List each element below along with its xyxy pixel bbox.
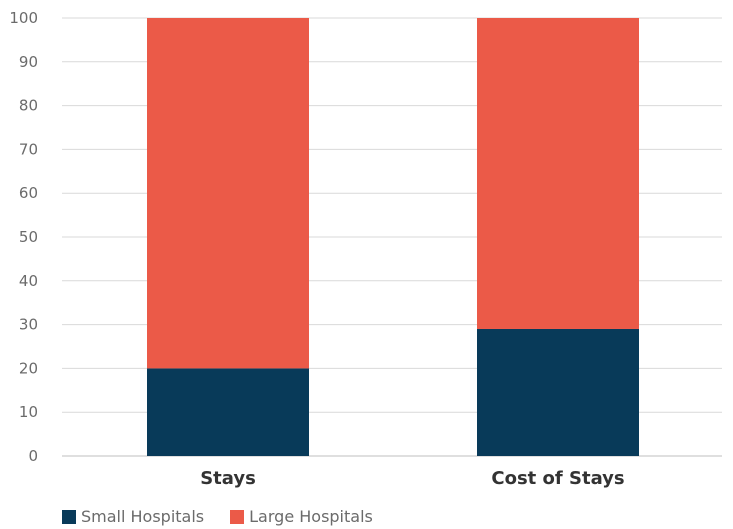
y-tick-label-60: 60 [19, 184, 38, 202]
y-tick-label-40: 40 [19, 272, 38, 290]
legend-label-small-hospitals: Small Hospitals [81, 507, 205, 526]
legend-label-large-hospitals: Large Hospitals [249, 507, 373, 526]
legend-item-small-hospitals: Small Hospitals [62, 509, 204, 525]
y-tick-label-20: 20 [19, 359, 38, 377]
y-tick-label-100: 100 [9, 9, 38, 27]
y-tick-label-70: 70 [19, 140, 38, 158]
bars [147, 18, 639, 456]
bar-cost-of-stays-small-hospitals [477, 328, 639, 456]
y-axis-ticks: 0 10 20 30 40 50 60 70 80 90 100 [9, 9, 38, 465]
y-tick-label-0: 0 [28, 447, 38, 465]
x-tick-label-stays: Stays [200, 468, 256, 489]
bar-cost-of-stays-large-hospitals [477, 18, 639, 329]
legend-item-large-hospitals: Large Hospitals [230, 509, 373, 525]
y-tick-label-90: 90 [19, 53, 38, 71]
legend: Small Hospitals Large Hospitals [62, 509, 373, 525]
y-tick-label-50: 50 [19, 228, 38, 246]
y-tick-label-80: 80 [19, 97, 38, 115]
legend-swatch-large-hospitals [230, 510, 245, 524]
bar-stays-large-hospitals [147, 18, 309, 369]
y-tick-label-10: 10 [19, 403, 38, 421]
x-tick-label-cost-of-stays: Cost of Stays [491, 468, 624, 489]
x-axis-labels: Stays Cost of Stays [200, 468, 624, 489]
bar-stays-small-hospitals [147, 368, 309, 456]
y-tick-label-30: 30 [19, 316, 38, 334]
legend-swatch-small-hospitals [62, 510, 76, 524]
